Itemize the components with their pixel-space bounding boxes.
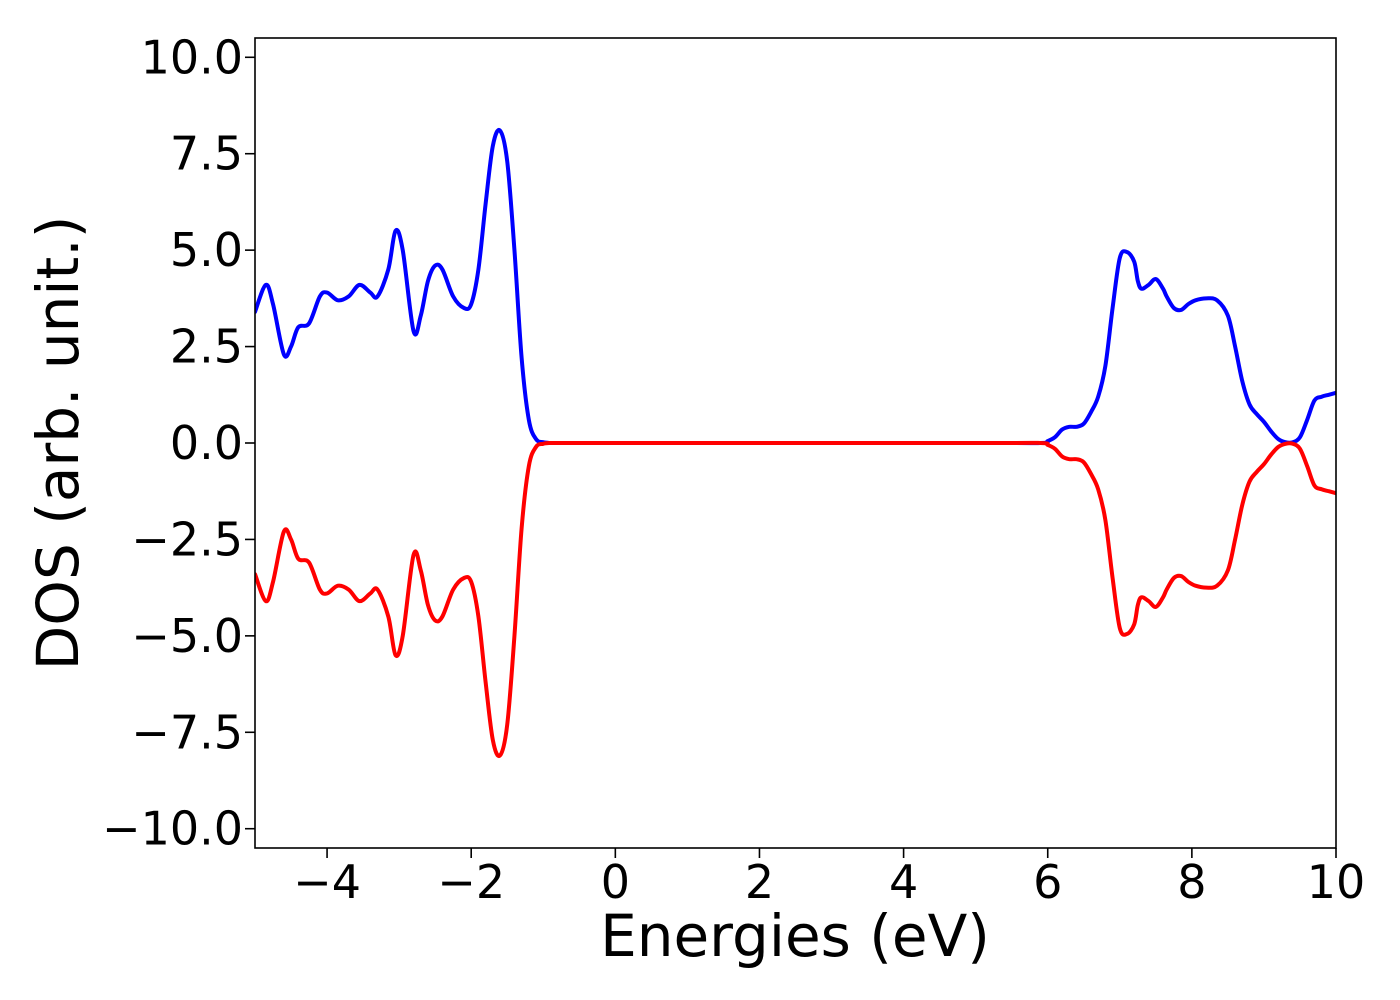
x-tick-label: 10	[1307, 855, 1366, 909]
x-tick-label: −4	[293, 855, 361, 909]
y-axis-label: DOS (arb. unit.)	[24, 216, 92, 671]
y-tick-label: −2.5	[131, 512, 243, 566]
x-tick-label: 8	[1177, 855, 1206, 909]
y-tick-label: −10.0	[102, 802, 243, 856]
y-tick-label: 0.0	[170, 416, 243, 470]
x-axis-label: Energies (eV)	[600, 902, 990, 970]
x-tick-label: −2	[437, 855, 505, 909]
x-axis: −4 −2 0 2 4 6 8 10	[293, 848, 1365, 909]
y-tick-label: −7.5	[131, 705, 243, 759]
x-tick-label: 0	[601, 855, 630, 909]
x-tick-label: 6	[1033, 855, 1062, 909]
series-layer	[255, 127, 1336, 759]
x-tick-label: 4	[889, 855, 918, 909]
series-line-red	[255, 440, 1336, 759]
x-tick-label: 2	[745, 855, 774, 909]
y-tick-label: 2.5	[170, 320, 243, 374]
y-tick-label: 10.0	[141, 30, 243, 84]
y-axis: 10.0 7.5 5.0 2.5 0.0 −2.5 −5.0 −7.5 −10.0	[102, 30, 255, 856]
y-tick-label: 7.5	[170, 127, 243, 181]
y-tick-label: 5.0	[170, 223, 243, 277]
y-tick-label: −5.0	[131, 609, 243, 663]
